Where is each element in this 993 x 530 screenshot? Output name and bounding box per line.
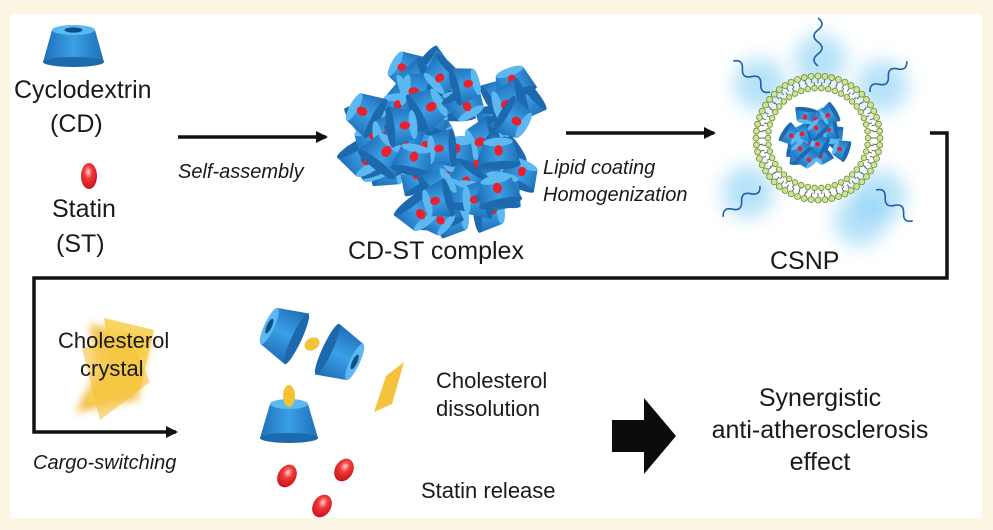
dissolution-label-line1: Cholesterol bbox=[436, 368, 548, 393]
dissolution-label-line2: dissolution bbox=[436, 396, 540, 421]
effect-label-line1: Synergistic bbox=[758, 384, 882, 412]
released-statin-icon bbox=[277, 458, 354, 518]
cd-cholesterol-icon bbox=[260, 385, 318, 443]
crystal-label-line2: crystal bbox=[80, 356, 144, 381]
complex-label: CD-ST complex bbox=[348, 237, 524, 265]
cyclodextrin-label: Cyclodextrin bbox=[14, 76, 152, 104]
statin-drop-icon bbox=[81, 163, 97, 189]
effect-label-line3: effect bbox=[789, 448, 851, 476]
cholesterol-crystal-icon bbox=[76, 318, 154, 420]
crystal-label-line1: Cholesterol bbox=[58, 328, 170, 353]
free-cholesterol-icon bbox=[374, 362, 404, 412]
connector-line bbox=[32, 131, 949, 438]
cd-dimer-icon bbox=[259, 307, 365, 381]
effect-label-line2: anti-atherosclerosis bbox=[711, 416, 929, 444]
cyclodextrin-cone-icon bbox=[43, 25, 104, 67]
statin-release-label: Statin release bbox=[421, 478, 556, 503]
lipid-coating-label: Lipid coating bbox=[543, 157, 656, 179]
cargo-switching-label: Cargo-switching bbox=[33, 452, 177, 474]
statin-label: Statin bbox=[52, 195, 116, 223]
csnp-label: CSNP bbox=[770, 247, 840, 275]
csnp-nanoparticle-icon bbox=[722, 17, 913, 246]
statin-abbr: (ST) bbox=[56, 230, 105, 258]
homogenization-label: Homogenization bbox=[543, 184, 688, 206]
block-arrow-icon bbox=[612, 398, 676, 474]
cd-st-complex-icon bbox=[336, 45, 547, 239]
cyclodextrin-abbr: (CD) bbox=[50, 110, 103, 138]
self-assembly-label: Self-assembly bbox=[178, 161, 304, 183]
